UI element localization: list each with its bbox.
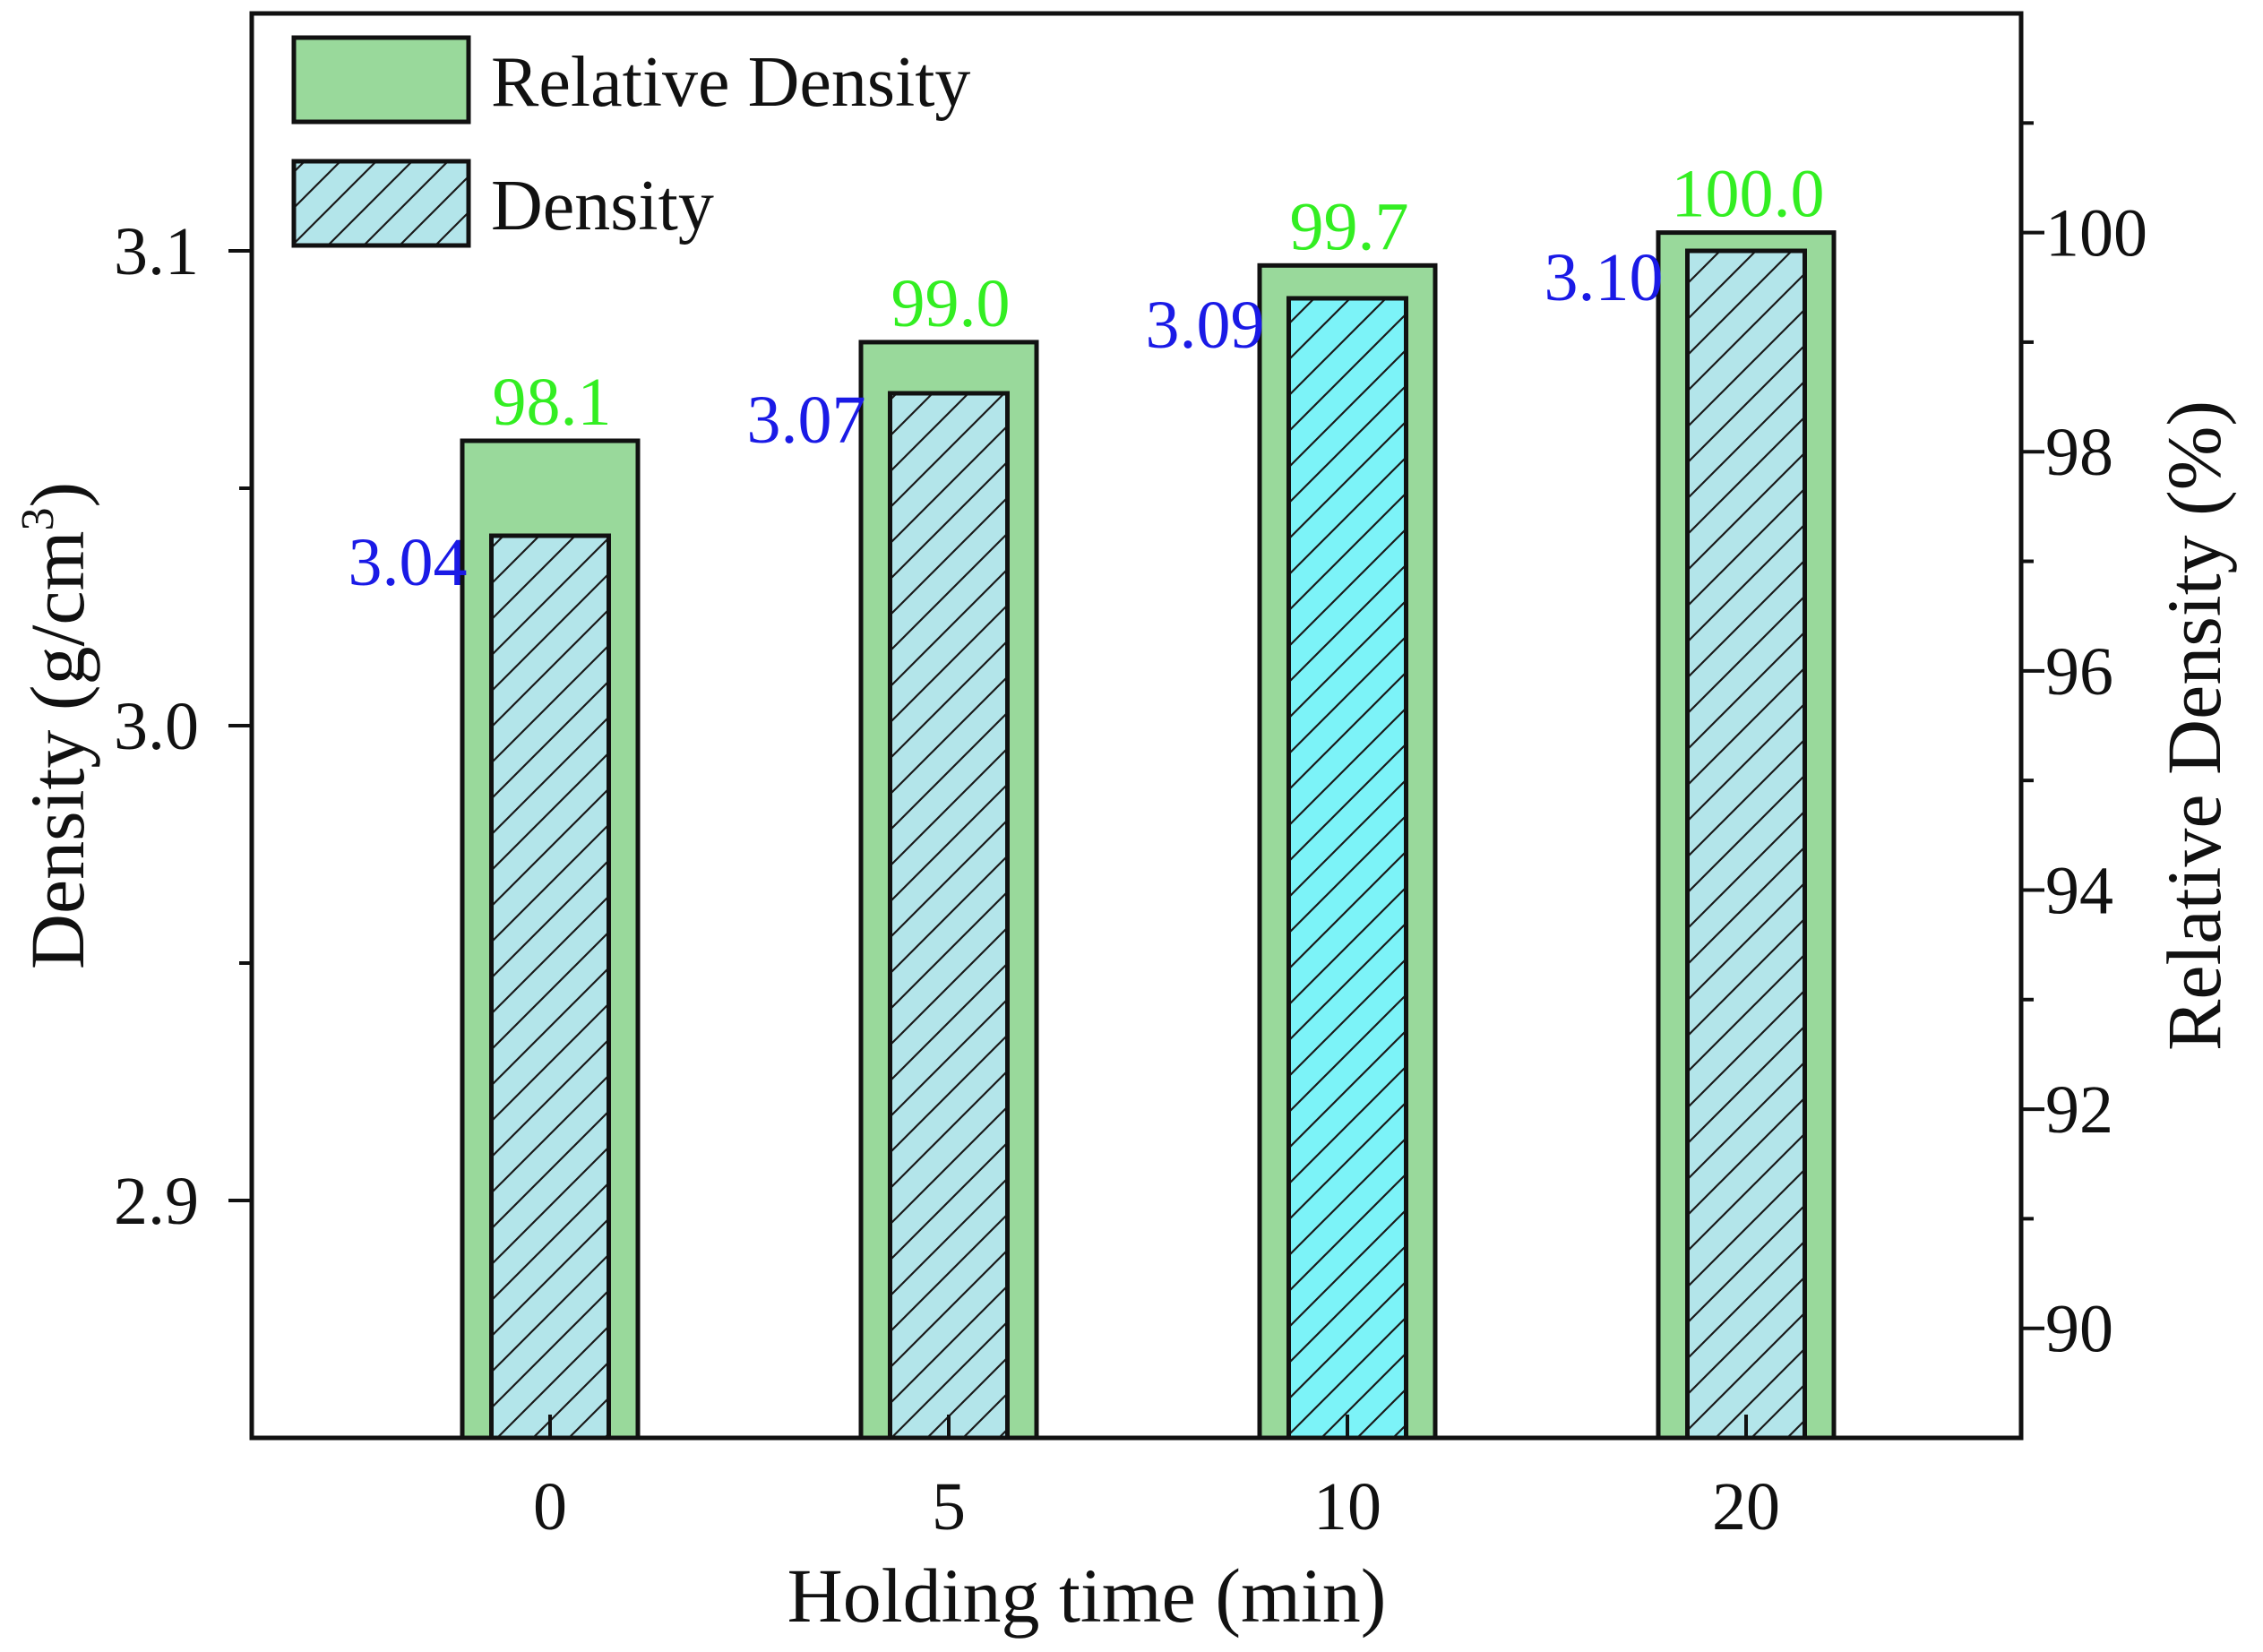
density-bar-hatch-20 [1685, 248, 1807, 1441]
relative-density-label-10: 99.7 [1290, 189, 1409, 264]
left-tick-label-1: 3.0 [114, 689, 199, 764]
left-tick-label-0: 2.9 [114, 1164, 199, 1239]
right-tick-label-1: 92 [2045, 1072, 2113, 1148]
x-tick-label-0: 0 [533, 1469, 567, 1544]
legend-label-relative-density: Relative Density [491, 43, 970, 122]
density-label-20: 3.10 [1545, 240, 1664, 315]
left-axis-title-close: ) [14, 482, 100, 508]
right-tick-label-0: 90 [2045, 1292, 2113, 1367]
legend-label-density: Density [491, 167, 714, 245]
density-bar-hatch-5 [888, 391, 1010, 1441]
right-tick-label-4: 98 [2045, 415, 2113, 490]
left-axis-title-sup: 3 [13, 508, 64, 531]
right-tick-label-2: 94 [2045, 853, 2113, 928]
legend-swatch-relative-density [291, 35, 471, 125]
right-tick-label-5: 100 [2045, 196, 2147, 271]
left-tick-label-2: 3.1 [114, 214, 199, 289]
right-axis-title: Relative Density (%) [2151, 400, 2237, 1051]
density-label-0: 3.04 [348, 525, 468, 600]
x-tick-label-20: 20 [1712, 1469, 1780, 1544]
x-axis-title: Holding time (min) [787, 1553, 1387, 1639]
density-bar-hatch-10 [1286, 296, 1408, 1441]
x-tick-label-10: 10 [1313, 1469, 1381, 1544]
density-bar-hatch-0 [489, 533, 611, 1441]
x-tick-label-5: 5 [932, 1469, 966, 1544]
density-label-5: 3.07 [747, 383, 866, 458]
density-label-10: 3.09 [1146, 288, 1265, 363]
legend-swatch-density [291, 159, 471, 248]
relative-density-label-0: 98.1 [493, 365, 612, 440]
right-tick-label-3: 96 [2045, 634, 2113, 710]
relative-density-label-5: 99.0 [891, 266, 1011, 341]
left-axis-title: Density (g/cm3) [13, 482, 100, 969]
left-axis-title-main: Density (g/cm [14, 531, 100, 970]
relative-density-label-20: 100.0 [1672, 157, 1825, 232]
